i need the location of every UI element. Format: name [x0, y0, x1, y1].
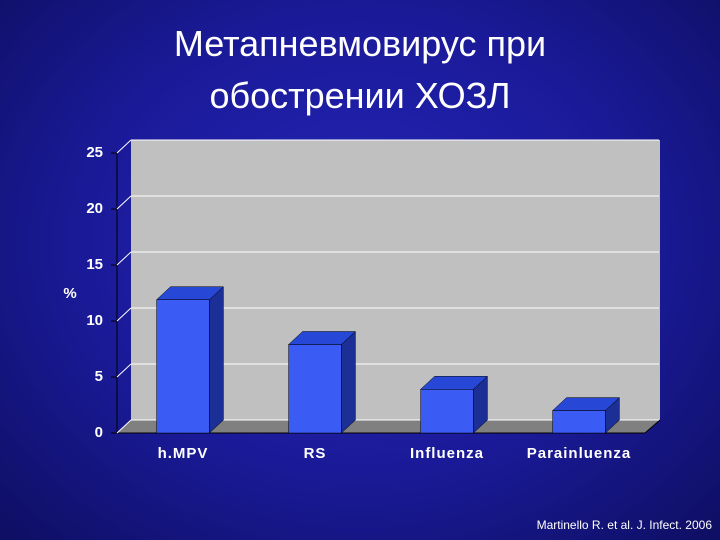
grid-line-side	[116, 419, 132, 434]
floor	[117, 420, 660, 433]
x-tick-label: Influenza	[410, 445, 484, 462]
back-wall	[131, 140, 660, 420]
chart-title: Метапневмовирус при обострении ХОЗЛ	[173, 23, 547, 116]
source: Martinello R. et al. J. Infect. 2006	[536, 518, 712, 532]
y-axis-label: %	[63, 285, 76, 302]
bar	[288, 344, 342, 434]
y-tick-label: 0	[95, 424, 103, 441]
bar	[156, 299, 210, 434]
y-tick-label: 5	[95, 368, 103, 385]
x-tick-label: h.MPV	[158, 445, 209, 462]
x-tick-label: Parainluenza	[527, 445, 632, 462]
y-tick-label: 15	[86, 256, 103, 273]
grid-line-side	[116, 363, 132, 378]
bar-side	[341, 330, 356, 434]
y-tick-label: 10	[86, 312, 103, 329]
grid-line-side	[116, 251, 132, 266]
grid-line-side	[116, 139, 132, 154]
x-tick-label: RS	[304, 445, 327, 462]
y-tick-label: 20	[86, 200, 103, 217]
bar	[552, 410, 606, 434]
grid-line-side	[116, 307, 132, 322]
grid-line-side	[116, 195, 132, 210]
floor-edge	[644, 419, 661, 434]
bar	[420, 389, 474, 434]
bar-side	[209, 286, 224, 434]
y-tick-label: 25	[86, 144, 103, 161]
